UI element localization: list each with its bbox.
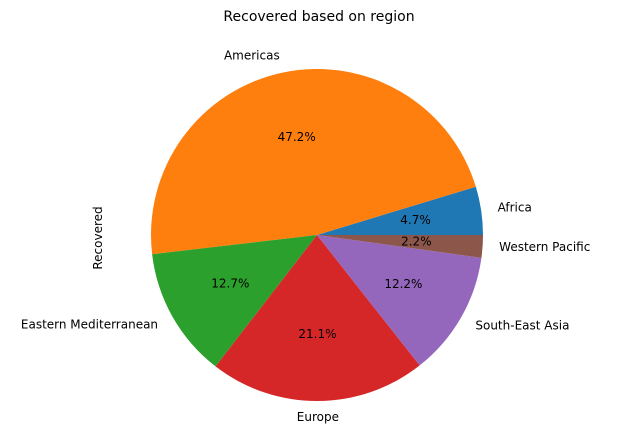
pie-slice-south-east-asia (317, 235, 482, 366)
pie-slice-americas (150, 68, 476, 255)
slice-percent-americas: 47.2% (278, 130, 316, 144)
slice-percent-africa: 4.7% (400, 213, 431, 227)
pie-slice-africa (317, 186, 483, 235)
slice-label-eastern-mediterranean: Eastern Mediterranean (21, 317, 158, 331)
chart-title: Recovered based on region (223, 9, 414, 25)
slice-percent-western-pacific: 2.2% (401, 234, 432, 248)
slice-label-europe: Europe (297, 410, 339, 424)
slice-percent-europe: 21.1% (298, 327, 336, 341)
pie-slice-western-pacific (317, 235, 483, 258)
slice-percent-eastern-mediterranean: 12.7% (211, 277, 249, 291)
slice-label-americas: Americas (224, 49, 280, 63)
pie-slice-europe (215, 235, 420, 401)
slice-label-africa: Africa (498, 201, 532, 215)
y-axis-label: Recovered (91, 206, 105, 269)
pie-slice-eastern-mediterranean (152, 235, 317, 367)
slice-percent-south-east-asia: 12.2% (384, 277, 422, 291)
slice-label-western-pacific: Western Pacific (499, 240, 590, 254)
pie-labels: Africa 4.7% Americas 47.2% Eastern Mediterra… (21, 49, 590, 424)
pie-slices (150, 68, 483, 401)
slice-label-south-east-asia: South-East Asia (475, 318, 569, 332)
